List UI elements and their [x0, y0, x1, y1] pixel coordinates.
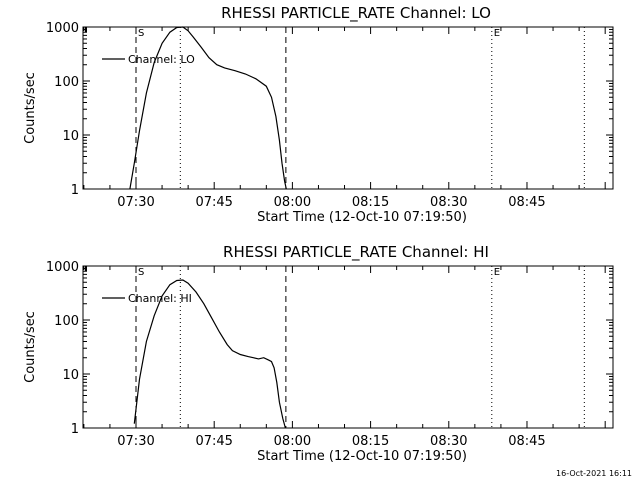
y-tick-label: 10: [62, 129, 79, 144]
legend-label: Channel: HI: [128, 292, 192, 305]
plot-frame: [82, 265, 614, 429]
series-line: [129, 26, 287, 190]
x-tick-label: 08:30: [430, 195, 467, 210]
y-axis-label: Counts/sec: [23, 311, 38, 383]
x-axis-label: Start Time (12-Oct-10 07:19:50): [257, 210, 467, 225]
legend: Channel: HI: [102, 292, 192, 305]
plot-frame: [82, 26, 614, 190]
x-tick-label: 08:15: [352, 434, 389, 449]
x-tick-label: 08:00: [274, 434, 311, 449]
chart-title: RHESSI PARTICLE_RATE Channel: HI: [223, 243, 489, 262]
x-tick-label: 08:00: [274, 195, 311, 210]
y-tick-label: 1000: [46, 21, 79, 36]
y-tick-label: 100: [54, 75, 79, 90]
marker-label: E: [494, 267, 500, 278]
x-tick-label: 08:45: [508, 434, 545, 449]
x-tick-label: 08:15: [352, 195, 389, 210]
legend: Channel: LO: [102, 53, 195, 66]
y-tick-label: 10: [62, 368, 79, 383]
chart-panel-1: RHESSI PARTICLE_RATE Channel: LO 1 10 100 10…: [23, 4, 614, 225]
chart-panel-2: RHESSI PARTICLE_RATE Channel: HI 1 10 100 10…: [23, 243, 614, 464]
x-tick-label: 07:30: [117, 195, 154, 210]
y-tick-label: 1000: [46, 260, 79, 275]
x-tick-label: 08:30: [430, 434, 467, 449]
chart-title: RHESSI PARTICLE_RATE Channel: LO: [221, 4, 491, 23]
y-tick-label: 1: [71, 422, 79, 437]
x-tick-label: 07:45: [195, 195, 232, 210]
plot-timestamp: 16-Oct-2021 16:11: [556, 469, 632, 478]
legend-label: Channel: LO: [128, 53, 195, 66]
x-tick-label: 08:45: [508, 195, 545, 210]
x-tick-label: 07:45: [195, 434, 232, 449]
y-axis-label: Counts/sec: [23, 72, 38, 144]
y-tick-label: 1: [71, 183, 79, 198]
marker-label: S: [138, 28, 144, 39]
y-tick-label: 100: [54, 314, 79, 329]
marker-label: S: [138, 267, 144, 278]
series-line: [133, 279, 286, 429]
x-tick-label: 07:30: [117, 434, 154, 449]
marker-label: E: [494, 28, 500, 39]
x-axis-label: Start Time (12-Oct-10 07:19:50): [257, 449, 467, 464]
